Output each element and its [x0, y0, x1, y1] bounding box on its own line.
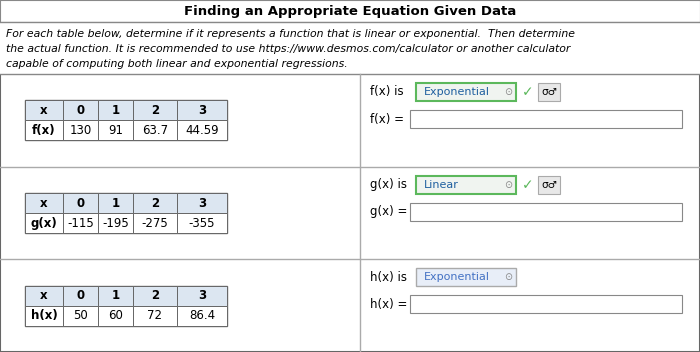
Bar	[410, 110, 682, 128]
Text: -275: -275	[141, 216, 169, 230]
Text: 1: 1	[111, 289, 120, 302]
Text: f(x) is: f(x) is	[370, 86, 404, 99]
Text: For each table below, determine if it represents a function that is linear or ex: For each table below, determine if it re…	[6, 29, 575, 39]
Text: -355: -355	[189, 216, 216, 230]
Bar	[177, 306, 227, 326]
Text: h(x): h(x)	[31, 309, 57, 322]
Text: g(x): g(x)	[31, 216, 57, 230]
Bar	[98, 286, 133, 306]
Text: 86.4: 86.4	[189, 309, 215, 322]
Bar	[98, 193, 133, 213]
Bar	[133, 306, 177, 326]
Text: ✓: ✓	[522, 85, 533, 99]
Bar	[133, 213, 177, 233]
Text: -115: -115	[67, 216, 94, 230]
Text: 2: 2	[151, 289, 159, 302]
Bar	[63, 286, 98, 306]
Text: Exponential: Exponential	[424, 87, 490, 97]
Text: 3: 3	[198, 289, 206, 302]
Text: g(x) =: g(x) =	[370, 205, 407, 218]
Bar	[177, 286, 227, 306]
Bar	[25, 120, 63, 140]
Bar	[416, 83, 516, 101]
Bar	[0, 22, 700, 74]
Bar	[98, 213, 133, 233]
Bar	[63, 100, 98, 120]
Text: 72: 72	[148, 309, 162, 322]
Bar	[25, 306, 63, 326]
Text: 1: 1	[111, 104, 120, 117]
Bar	[410, 203, 682, 221]
Text: 91: 91	[108, 124, 123, 137]
Bar	[416, 176, 516, 194]
Bar	[177, 193, 227, 213]
Bar	[133, 193, 177, 213]
Text: capable of computing both linear and exponential regressions.: capable of computing both linear and exp…	[6, 59, 348, 69]
Bar	[133, 100, 177, 120]
Text: x: x	[40, 289, 48, 302]
Text: 2: 2	[151, 196, 159, 209]
Bar	[63, 120, 98, 140]
Bar	[25, 213, 63, 233]
Bar	[63, 306, 98, 326]
Text: Exponential: Exponential	[424, 272, 490, 282]
Bar	[25, 286, 227, 326]
Text: f(x): f(x)	[32, 124, 56, 137]
Bar	[63, 213, 98, 233]
Bar	[98, 306, 133, 326]
Bar	[63, 193, 98, 213]
Text: 1: 1	[111, 196, 120, 209]
Text: ✓: ✓	[522, 178, 533, 192]
Bar	[177, 213, 227, 233]
Bar	[25, 286, 63, 306]
Bar	[416, 268, 516, 286]
Text: σ♂: σ♂	[541, 87, 557, 97]
Bar	[177, 120, 227, 140]
Bar	[538, 83, 560, 101]
Text: g(x) is: g(x) is	[370, 178, 407, 191]
Bar	[0, 0, 700, 22]
Bar	[25, 193, 63, 213]
Text: 130: 130	[69, 124, 92, 137]
Text: 0: 0	[76, 196, 85, 209]
Bar	[98, 120, 133, 140]
Text: 2: 2	[151, 104, 159, 117]
Text: 3: 3	[198, 196, 206, 209]
Text: h(x) is: h(x) is	[370, 271, 407, 284]
Text: Linear: Linear	[424, 180, 459, 190]
Text: ⊙: ⊙	[504, 87, 512, 97]
Text: 63.7: 63.7	[142, 124, 168, 137]
Bar	[177, 100, 227, 120]
Text: 0: 0	[76, 289, 85, 302]
Bar	[25, 100, 63, 120]
Bar	[25, 193, 227, 233]
Bar	[133, 286, 177, 306]
Text: f(x) =: f(x) =	[370, 113, 404, 126]
Text: 3: 3	[198, 104, 206, 117]
Bar	[133, 120, 177, 140]
Text: 44.59: 44.59	[186, 124, 219, 137]
Text: ⊙: ⊙	[504, 180, 512, 190]
Text: the actual function. It is recommended to use https://www.desmos.com/calculator : the actual function. It is recommended t…	[6, 44, 570, 54]
Text: 50: 50	[73, 309, 88, 322]
Text: σ♂: σ♂	[541, 180, 557, 190]
Text: x: x	[40, 104, 48, 117]
Bar	[25, 100, 227, 140]
Text: x: x	[40, 196, 48, 209]
Text: ⊙: ⊙	[504, 272, 512, 282]
Bar	[98, 100, 133, 120]
Text: 0: 0	[76, 104, 85, 117]
Bar	[538, 176, 560, 194]
Bar	[410, 295, 682, 313]
Text: h(x) =: h(x) =	[370, 298, 407, 311]
Text: 60: 60	[108, 309, 123, 322]
Text: -195: -195	[102, 216, 129, 230]
Text: Finding an Appropriate Equation Given Data: Finding an Appropriate Equation Given Da…	[184, 5, 516, 18]
